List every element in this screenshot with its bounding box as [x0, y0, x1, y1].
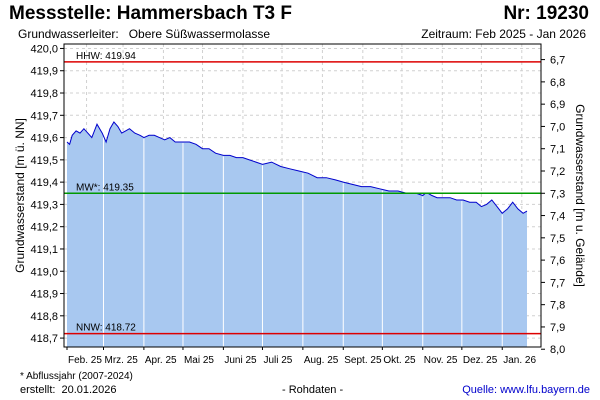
y-tick-label: 418,7 [30, 333, 58, 345]
y-tick-label: 419,9 [30, 66, 58, 78]
x-tick-label: Okt. 25 [383, 355, 416, 366]
x-tick-label: Mai 25 [184, 355, 214, 366]
y-tick-label: 419,1 [30, 244, 58, 256]
right-tick-label: 6,8 [550, 77, 565, 89]
y-tick-label: 419,0 [30, 266, 58, 278]
right-tick-label: 7,1 [550, 144, 565, 156]
right-tick-label: 7,7 [550, 277, 565, 289]
x-tick-label: Dez. 25 [463, 355, 498, 366]
y-tick-label: 419,8 [30, 88, 58, 100]
source-link[interactable]: Quelle: www.lfu.bayern.de [462, 384, 590, 396]
water-level-area [67, 122, 527, 347]
y-tick-label: 419,6 [30, 133, 58, 145]
aquifer-label: Grundwasserleiter: [18, 27, 119, 41]
x-tick-label: Juni 25 [224, 355, 257, 366]
y-axis-right: 6,7 6,8 6,9 7,0 7,1 7,2 7,3 7,4 7,5 7,6 7,7 7,8 7,9 8… [541, 55, 565, 356]
right-tick-label: 6,9 [550, 99, 565, 111]
created-label: erstellt: [20, 384, 56, 396]
x-tick-label: Aug. 25 [304, 355, 339, 366]
right-tick-label: 7,0 [550, 121, 565, 133]
y-tick-label: 418,9 [30, 289, 58, 301]
ref-label-nnw: NNW: 418.72 [76, 323, 136, 334]
reference-lines: HHW: 419.94 MW*: 419.35 NNW: 418.72 [64, 51, 541, 335]
x-tick-label: Juli 25 [263, 355, 292, 366]
right-tick-label: 7,4 [550, 211, 565, 223]
y-tick-label: 419,7 [30, 110, 58, 122]
aquifer-value: Obere Süßwassermolasse [128, 27, 271, 41]
y-tick-label: 419,4 [30, 177, 58, 189]
ref-label-hhw: HHW: 419.94 [76, 51, 136, 62]
right-tick-label: 7,9 [550, 322, 565, 334]
month-lines [102, 137, 503, 347]
y-tick-label: 420,0 [30, 43, 58, 55]
y-tick-label: 419,5 [30, 155, 58, 167]
station-number: Nr: 19230 [503, 3, 589, 24]
x-tick-label: Sept. 25 [344, 355, 382, 366]
y-tick-label: 419,2 [30, 222, 58, 234]
x-tick-label: Nov. 25 [424, 355, 458, 366]
x-tick-label: Jan. 26 [503, 355, 536, 366]
y-axis-left: 420,0 419,9 419,8 419,7 419,6 419,5 419,4 419,3… [30, 43, 64, 345]
right-tick-label: 7,5 [550, 233, 565, 245]
right-tick-label: 7,3 [550, 188, 565, 200]
period-label: Zeitraum: Feb 2025 - Jan 2026 [421, 27, 586, 41]
raw-data-note: - Rohdaten - [282, 384, 344, 396]
created-info: erstellt: 20.01.2026 [20, 384, 117, 396]
right-tick-label: 7,8 [550, 300, 565, 312]
x-axis: Feb. 25 Mrz. 25 Apr. 25 Mai 25 Juni 25 Juli 2… [66, 347, 536, 366]
aquifer-info: Grundwasserleiter: Obere Süßwassermolasse [18, 27, 270, 41]
created-date: 20.01.2026 [61, 384, 117, 396]
right-tick-label: 7,6 [550, 255, 565, 267]
y-tick-label: 419,3 [30, 199, 58, 211]
right-tick-label: 7,2 [550, 166, 565, 178]
footnote: * Abflussjahr (2007-2024) [20, 371, 133, 382]
chart-title: Messstelle: Hammersbach T3 F [9, 3, 293, 24]
right-tick-label: 8,0 [550, 344, 565, 356]
y-axis-label-left: Grundwasserstand [m ü. NN] [13, 118, 27, 273]
y-axis-label-right: Grundwasserstand [m u. Gelände] [573, 104, 587, 287]
ref-label-mw: MW*: 419.35 [76, 182, 134, 193]
y-tick-label: 418,8 [30, 311, 58, 323]
x-tick-label: Feb. 25 [68, 355, 102, 366]
water-level-line [66, 121, 528, 215]
x-tick-label: Mrz. 25 [104, 355, 138, 366]
right-tick-label: 6,7 [550, 55, 565, 67]
x-tick-label: Apr. 25 [145, 355, 177, 366]
